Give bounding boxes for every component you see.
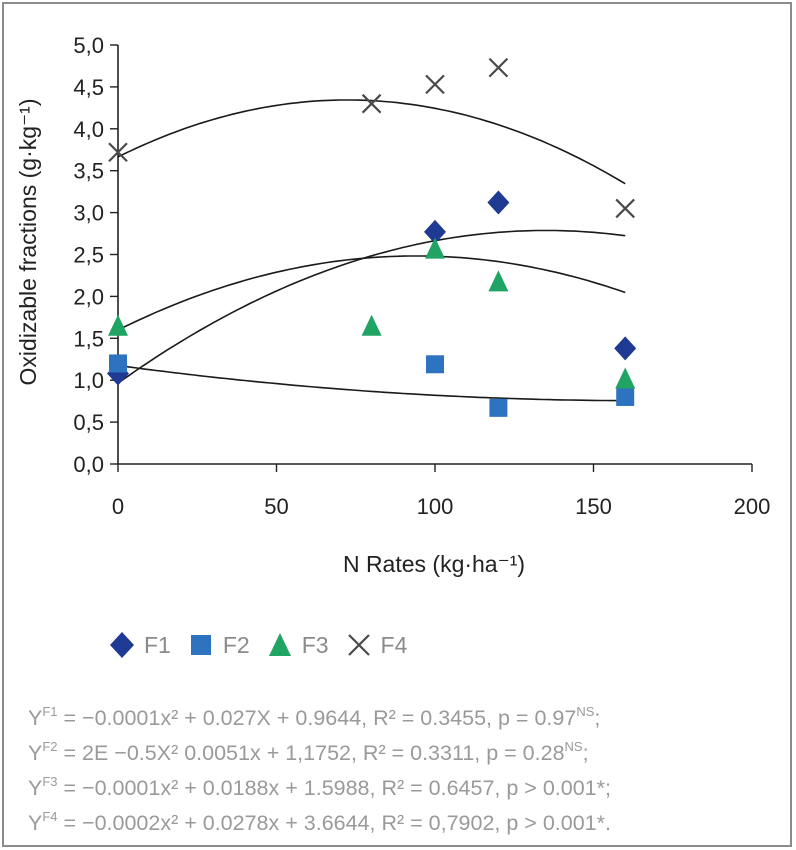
point-f1 bbox=[487, 190, 510, 215]
x-tick-label: 100 bbox=[417, 494, 454, 519]
point-f4 bbox=[615, 198, 635, 219]
y-tick-label: 5,0 bbox=[73, 33, 104, 58]
y-tick-label: 4,5 bbox=[73, 75, 104, 100]
point-f1 bbox=[424, 219, 446, 244]
regression-equations: YF1 = −0.0001x² + 0.027X + 0.9644, R² = … bbox=[28, 702, 788, 842]
y-tick-label: 0,5 bbox=[73, 410, 104, 435]
x-tick-label: 50 bbox=[264, 494, 288, 519]
x-tick-label: 0 bbox=[112, 494, 124, 519]
point-f2 bbox=[109, 354, 127, 373]
y-tick-label: 4,0 bbox=[73, 117, 104, 142]
x-axis-title: N Rates (kg·ha⁻¹) bbox=[343, 551, 525, 577]
legend-marker-shape bbox=[190, 635, 211, 655]
trend-lines bbox=[117, 99, 626, 402]
legend-item-f3: F3 bbox=[266, 631, 329, 659]
equation-line: YF1 = −0.0001x² + 0.027X + 0.9644, R² = … bbox=[28, 704, 601, 730]
point-f3 bbox=[108, 314, 128, 336]
legend-marker-shape bbox=[347, 634, 370, 656]
x-tick-label: 200 bbox=[734, 494, 771, 519]
trend-line-f4 bbox=[117, 99, 626, 185]
legend-item-f2: F2 bbox=[187, 631, 250, 659]
point-f3 bbox=[361, 314, 382, 336]
point-f3 bbox=[615, 367, 636, 389]
x-tick-label: 150 bbox=[575, 494, 612, 519]
y-axis-title: Oxidizable fractions (g·kg⁻¹) bbox=[15, 99, 41, 386]
legend-marker-shape bbox=[268, 633, 291, 656]
trend-line-f3 bbox=[117, 255, 626, 331]
point-f4 bbox=[108, 142, 128, 163]
legend-marker-cross-icon bbox=[347, 634, 370, 656]
y-tick-label: 3,0 bbox=[73, 201, 104, 226]
equation-line: YF4 = −0.0002x² + 0.0278x + 3.6644, R² =… bbox=[28, 809, 611, 835]
y-tick-label: 1,5 bbox=[73, 326, 104, 351]
trend-line-f2 bbox=[117, 364, 626, 402]
point-f3 bbox=[488, 270, 509, 292]
equation-line: YF2 = 2E −0.5X² 0.0051x + 1,1752, R² = 0… bbox=[28, 739, 589, 765]
point-f4 bbox=[361, 93, 382, 114]
legend-item-f1: F1 bbox=[108, 631, 171, 659]
point-f1 bbox=[614, 336, 637, 361]
y-tick-label: 2,5 bbox=[73, 243, 104, 268]
legend-item-f4: F4 bbox=[345, 631, 408, 659]
legend-label: F2 bbox=[222, 631, 250, 658]
legend-label: F3 bbox=[301, 631, 329, 658]
point-f4 bbox=[425, 74, 445, 95]
legend-label: F4 bbox=[380, 631, 408, 658]
data-points bbox=[107, 57, 637, 417]
legend: F1 F2 F3 F4 bbox=[108, 630, 407, 660]
y-tick-label: 3,5 bbox=[73, 159, 104, 184]
legend-marker-square-icon bbox=[190, 635, 211, 655]
trend-line-f1 bbox=[117, 229, 626, 384]
point-f2 bbox=[489, 398, 508, 417]
legend-marker-triangle-icon bbox=[268, 633, 291, 656]
equation-line: YF3 = −0.0001x² + 0.0188x + 1.5988, R² =… bbox=[28, 774, 611, 800]
point-f2 bbox=[616, 387, 635, 406]
point-f4 bbox=[488, 57, 509, 78]
y-tick-label: 2,0 bbox=[73, 284, 104, 309]
y-tick-label: 1,0 bbox=[73, 368, 104, 393]
axes: 0 50 100 150 200 0,0 0,5 1,0 1,5 2,0 2,5 3,0 3,5 4,0 4… bbox=[73, 33, 770, 519]
point-f3 bbox=[425, 237, 445, 259]
point-f2 bbox=[426, 355, 444, 374]
legend-label: F1 bbox=[144, 631, 171, 658]
legend-marker-diamond-icon bbox=[110, 632, 134, 658]
y-tick-label: 0,0 bbox=[73, 452, 104, 477]
chart: 0 50 100 150 200 0,0 0,5 1,0 1,5 2,0 2,5 3,0 3,5 4,0 4… bbox=[15, 33, 770, 577]
legend-marker-shape bbox=[110, 632, 134, 658]
